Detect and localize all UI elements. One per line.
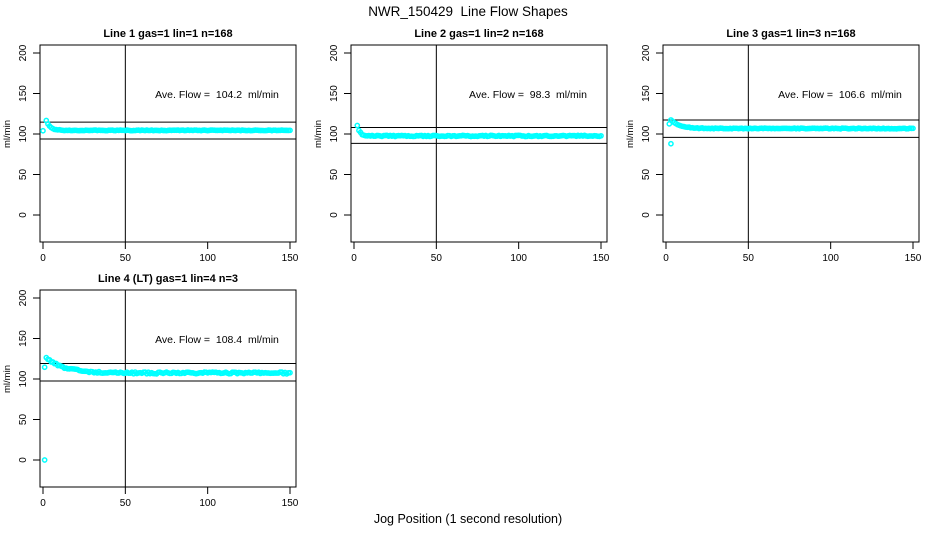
- y-axis: 0 50 100 150 200 ml/min: [625, 44, 663, 218]
- data-point: [910, 125, 916, 132]
- reference-lines: [663, 45, 919, 242]
- y-tick-label: 150: [641, 85, 652, 102]
- panel-title: Line 4 (LT) gas=1 lin=4 n=3: [98, 273, 238, 285]
- y-tick-label: 200: [18, 44, 29, 61]
- plot-box: [39, 289, 297, 488]
- y-tick-label: 100: [641, 125, 652, 142]
- x-axis: 0 50 100 150: [40, 487, 299, 509]
- outlier-point: [41, 364, 48, 371]
- x-tick-label: 150: [282, 498, 299, 509]
- x-tick-label: 0: [351, 253, 357, 264]
- ave-flow-annotation: Ave. Flow = 104.2 ml/min: [155, 89, 279, 101]
- y-axis-unit-label: ml/min: [2, 120, 13, 148]
- y-tick-label: 150: [329, 85, 340, 102]
- panel-title: Line 2 gas=1 lin=2 n=168: [414, 28, 543, 40]
- y-axis: 0 50 100 150 200 ml/min: [2, 44, 40, 218]
- panel-line-3: Line 3 gas=1 lin=3 n=168 0 50 100 150 200 ml/m…: [623, 25, 935, 270]
- y-axis-unit-label: ml/min: [313, 120, 324, 148]
- x-tick-label: 0: [40, 253, 46, 264]
- panel-title: Line 1 gas=1 lin=1 n=168: [103, 28, 232, 40]
- x-tick-label: 100: [822, 253, 839, 264]
- x-tick-label: 50: [431, 253, 443, 264]
- y-tick-label: 50: [329, 169, 340, 181]
- y-tick-label: 50: [641, 169, 652, 181]
- panel-line-4: Line 4 (LT) gas=1 lin=4 n=3 0 50 100 150 200 m…: [0, 270, 312, 515]
- x-tick-label: 150: [905, 253, 922, 264]
- scatter-points: [41, 354, 293, 463]
- x-axis: 0 50 100 150: [40, 242, 299, 264]
- plot-box: [39, 44, 297, 243]
- outlier-point: [668, 140, 674, 147]
- panel-title: Line 3 gas=1 lin=3 n=168: [726, 28, 855, 40]
- outlier-point: [41, 457, 48, 463]
- outlier-point: [666, 121, 673, 127]
- y-tick-label: 50: [18, 414, 29, 426]
- y-tick-label: 200: [18, 289, 29, 306]
- y-tick-label: 0: [641, 212, 652, 218]
- x-tick-label: 100: [199, 253, 216, 264]
- x-tick-label: 0: [40, 498, 46, 509]
- scatter-points: [666, 117, 916, 147]
- figure-title: NWR_150429 Line Flow Shapes: [368, 4, 568, 19]
- y-tick-label: 50: [18, 169, 29, 181]
- scatter-points: [40, 117, 293, 134]
- panel-line-3-canvas: Line 3 gas=1 lin=3 n=168 0 50 100 150 200 ml/m…: [625, 28, 922, 264]
- data-point: [287, 127, 293, 134]
- panel-line-4-canvas: Line 4 (LT) gas=1 lin=4 n=3 0 50 100 150 200 m…: [2, 273, 299, 509]
- x-tick-label: 150: [282, 253, 299, 264]
- data-point: [598, 132, 604, 139]
- panel-line-2-canvas: Line 2 gas=1 lin=2 n=168 0 50 100 150 200 ml/m…: [313, 28, 610, 264]
- data-point: [354, 122, 361, 129]
- x-tick-label: 150: [593, 253, 610, 264]
- x-tick-label: 50: [120, 253, 132, 264]
- ave-flow-annotation: Ave. Flow = 98.3 ml/min: [469, 89, 587, 101]
- ave-flow-annotation: Ave. Flow = 106.6 ml/min: [778, 89, 902, 101]
- y-tick-label: 150: [18, 330, 29, 347]
- y-tick-label: 0: [329, 212, 340, 218]
- x-tick-label: 0: [663, 253, 669, 264]
- y-tick-label: 100: [18, 125, 29, 142]
- y-tick-label: 200: [641, 44, 652, 61]
- x-tick-label: 100: [510, 253, 527, 264]
- x-tick-label: 50: [743, 253, 755, 264]
- y-tick-label: 0: [18, 212, 29, 218]
- y-tick-label: 150: [18, 85, 29, 102]
- panel-line-1-canvas: Line 1 gas=1 lin=1 n=168 0 50 100 150 200 ml/m…: [2, 28, 299, 264]
- reference-lines: [40, 290, 296, 487]
- panel-line-2: Line 2 gas=1 lin=2 n=168 0 50 100 150 200 ml/m…: [311, 25, 623, 270]
- x-tick-label: 100: [199, 498, 216, 509]
- y-tick-label: 100: [18, 370, 29, 387]
- x-axis: 0 50 100 150: [351, 242, 610, 264]
- data-point: [287, 369, 293, 376]
- y-tick-label: 100: [329, 125, 340, 142]
- y-axis: 0 50 100 150 200 ml/min: [313, 44, 351, 218]
- figure-x-axis-label: Jog Position (1 second resolution): [373, 512, 563, 526]
- x-axis: 0 50 100 150: [663, 242, 922, 264]
- y-axis: 0 50 100 150 200 ml/min: [2, 289, 40, 463]
- reference-lines: [40, 45, 296, 242]
- y-tick-label: 0: [18, 457, 29, 463]
- y-axis-unit-label: ml/min: [625, 120, 636, 148]
- y-axis-unit-label: ml/min: [2, 365, 13, 393]
- outlier-point: [40, 127, 46, 134]
- plot-box: [662, 44, 920, 243]
- reference-lines: [351, 45, 607, 242]
- panel-line-1: Line 1 gas=1 lin=1 n=168 0 50 100 150 200 ml/m…: [0, 25, 312, 270]
- ave-flow-annotation: Ave. Flow = 108.4 ml/min: [155, 334, 279, 346]
- y-tick-label: 200: [329, 44, 340, 61]
- x-tick-label: 50: [120, 498, 132, 509]
- scatter-points: [354, 122, 604, 140]
